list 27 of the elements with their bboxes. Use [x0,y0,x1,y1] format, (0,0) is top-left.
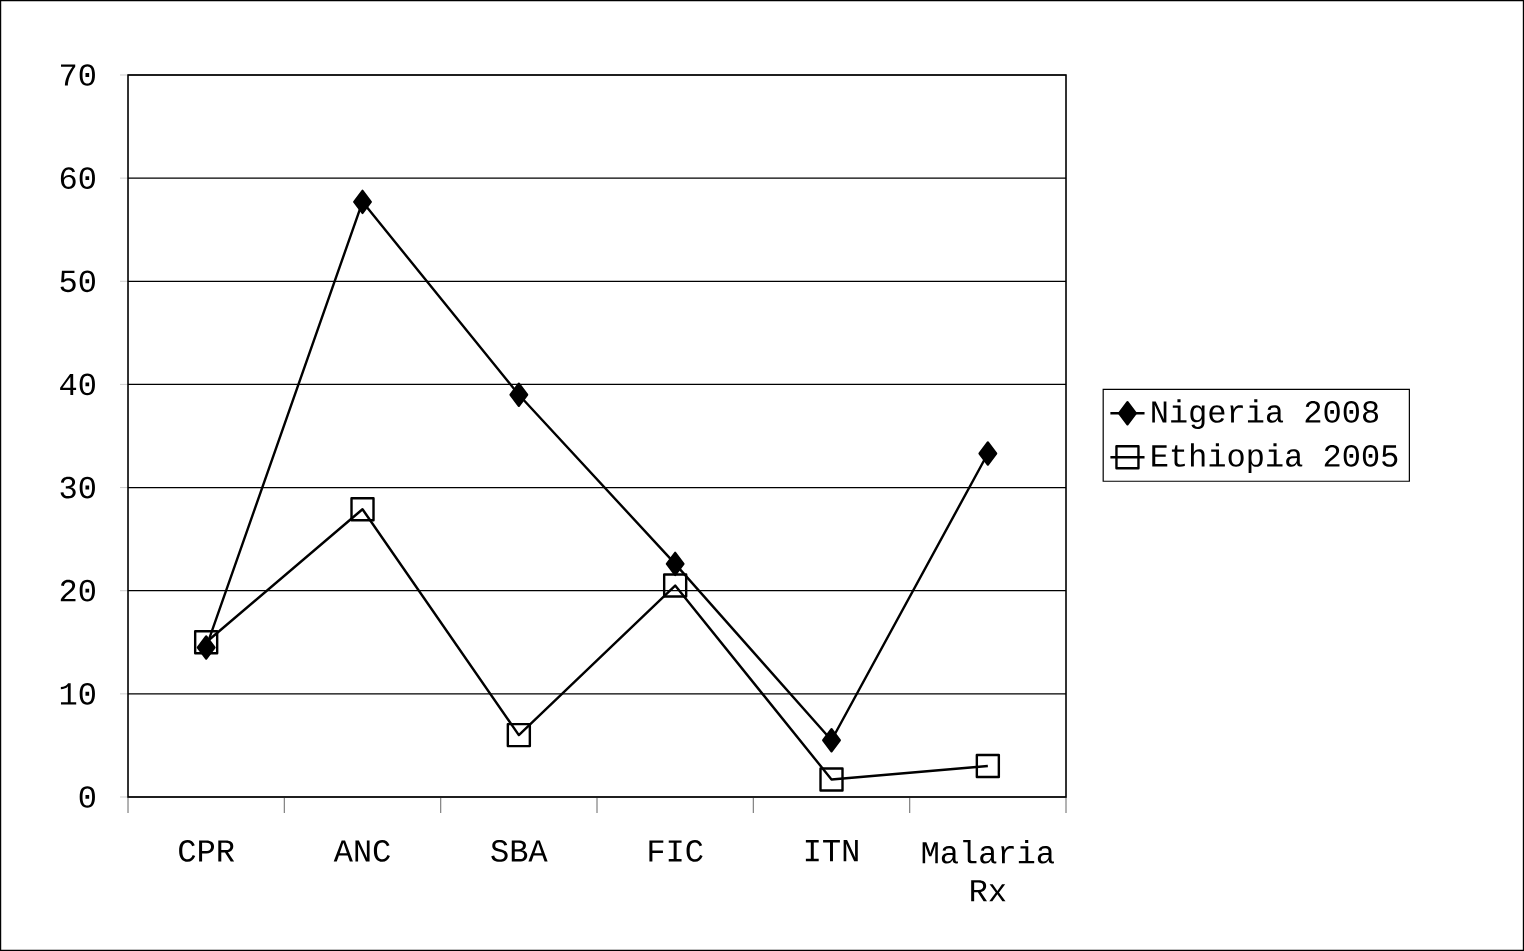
y-tick-label: 10 [60,683,95,705]
x-tick-label: FIC [649,840,703,862]
point [196,635,216,660]
x-tick-label: Malaria Rx [922,840,1054,902]
point [662,573,688,598]
y-tick-label: 70 [61,64,95,86]
y-tick-label: 50 [60,270,95,293]
point [506,722,532,748]
point [822,728,841,753]
y-tick-label: 40 [60,373,95,396]
legend-label: Nigeria 2008 [1152,399,1379,430]
x-tick-label: ANC [333,840,390,862]
point [975,753,1001,779]
y-tick-label: 60 [60,167,95,189]
point [819,767,844,792]
point [509,382,529,407]
legend-label: Ethiopia 2005 [1152,443,1398,474]
y-tick-label: 0 [79,786,95,808]
point [353,189,372,215]
y-tick-label: 30 [60,476,95,499]
point [193,630,219,655]
x-tick-label: CPR [179,840,235,862]
x-tick-label: SBA [491,840,548,862]
point [350,497,375,522]
point [978,441,998,466]
x-tick-label: ITN [805,840,858,862]
y-tick-label: 20 [60,579,95,602]
